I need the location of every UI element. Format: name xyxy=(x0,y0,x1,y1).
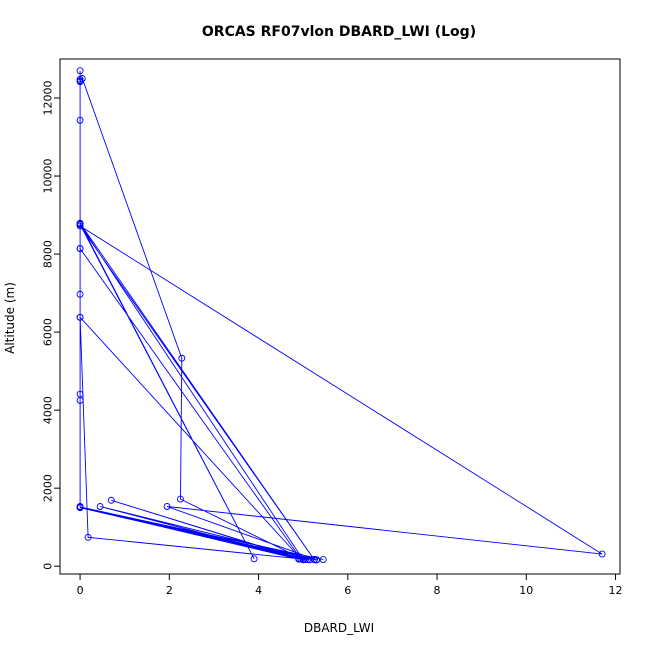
x-tick-label: 8 xyxy=(434,584,441,597)
data-point-marker xyxy=(319,556,327,564)
data-point-marker xyxy=(84,533,92,541)
data-point-marker xyxy=(250,555,258,563)
data-point-marker xyxy=(177,495,184,503)
data-point-marker xyxy=(76,77,84,85)
chart-title: ORCAS RF07vlon DBARD_LWI (Log) xyxy=(202,24,476,40)
data-point-marker xyxy=(76,245,84,253)
y-tick-label: 8000 xyxy=(42,240,55,268)
y-axis: 0 2000 4000 6000 8000 10000 12000 xyxy=(42,81,61,570)
data-point-marker xyxy=(76,313,84,321)
data-point-marker xyxy=(76,67,84,75)
data-point-marker xyxy=(76,219,84,227)
y-tick-label: 0 xyxy=(42,563,55,570)
x-axis-label: DBARD_LWI xyxy=(304,621,374,635)
x-tick-label: 12 xyxy=(609,584,623,597)
x-axis: 0 2 4 6 8 10 12 xyxy=(77,573,623,597)
x-tick-label: 10 xyxy=(519,584,533,597)
data-point-marker xyxy=(76,222,84,230)
series-layer xyxy=(76,67,606,564)
data-point-marker xyxy=(304,556,312,564)
y-tick-label: 10000 xyxy=(42,159,55,194)
data-point-marker xyxy=(76,396,84,404)
data-point-marker xyxy=(76,116,84,124)
data-point-marker xyxy=(178,354,186,362)
y-tick-label: 2000 xyxy=(42,474,55,502)
data-point-marker xyxy=(301,556,309,564)
data-point-marker xyxy=(96,503,104,510)
y-axis-label: Altitude (m) xyxy=(3,282,17,354)
x-tick-label: 0 xyxy=(77,584,84,597)
y-tick-label: 4000 xyxy=(42,396,55,424)
x-tick-label: 6 xyxy=(344,584,351,597)
data-point-marker xyxy=(598,550,606,558)
data-point-marker xyxy=(163,503,171,510)
series-line xyxy=(79,70,603,561)
x-tick-label: 2 xyxy=(166,584,173,597)
y-tick-label: 6000 xyxy=(42,318,55,346)
y-tick-label: 12000 xyxy=(42,81,55,116)
data-point-marker xyxy=(297,555,305,563)
x-tick-label: 4 xyxy=(255,584,262,597)
data-point-marker xyxy=(313,556,321,564)
data-point-marker xyxy=(306,556,314,564)
data-point-marker xyxy=(310,556,318,564)
data-point-marker xyxy=(107,496,115,504)
data-point-marker xyxy=(76,290,84,298)
data-point-marker xyxy=(78,75,86,82)
data-point-marker xyxy=(76,503,84,511)
